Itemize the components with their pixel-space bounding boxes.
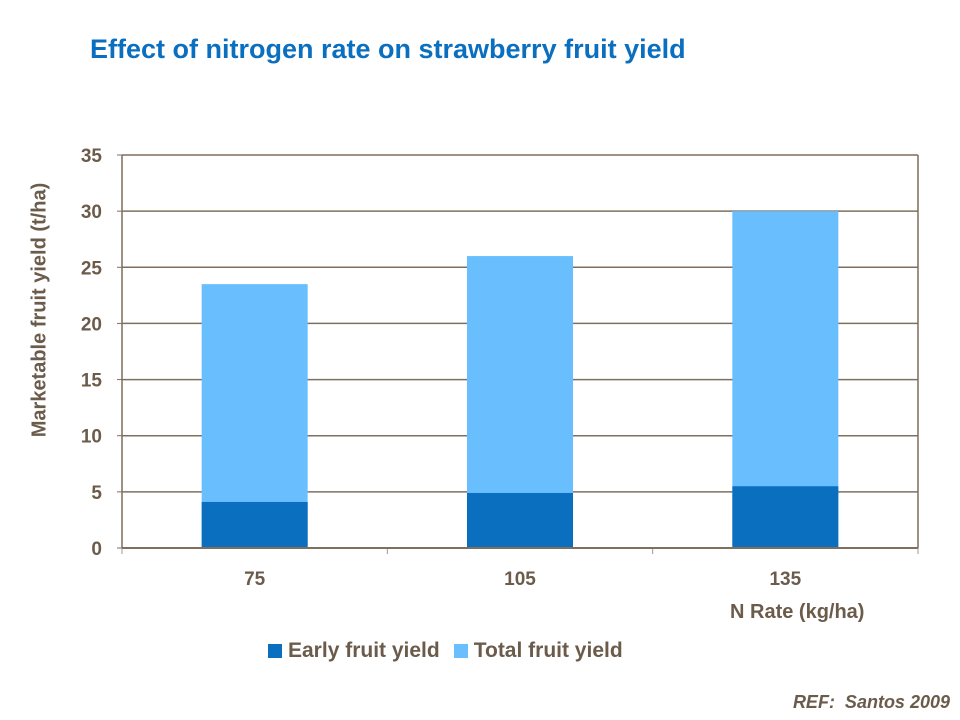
- y-tick-label: 5: [91, 483, 102, 504]
- x-axis-label: N Rate (kg/ha): [730, 601, 865, 623]
- bar-early-135: [732, 486, 839, 548]
- x-tick-label: 75: [244, 569, 266, 590]
- chart-title: Effect of nitrogen rate on strawberry fr…: [90, 34, 686, 64]
- x-tick-label: 105: [504, 569, 536, 590]
- bar-early-75: [201, 501, 308, 548]
- legend-item-early: Early fruit yield: [268, 639, 440, 663]
- legend: Early fruit yield Total fruit yield: [268, 639, 623, 663]
- y-tick-label: 30: [81, 202, 102, 223]
- y-axis-label: Marketable fruit yield (t/ha): [28, 182, 51, 438]
- y-tick-label: 35: [81, 146, 103, 167]
- bar-early-105: [467, 492, 573, 548]
- legend-label: Total fruit yield: [473, 639, 623, 662]
- legend-label: Early fruit yield: [288, 639, 440, 662]
- y-tick-label: 0: [91, 539, 102, 560]
- legend-swatch: [268, 644, 282, 658]
- legend-item-total: Total fruit yield: [453, 639, 623, 663]
- legend-swatch: [453, 644, 468, 658]
- y-tick-label: 20: [81, 314, 102, 335]
- y-tick-label: 10: [81, 427, 102, 448]
- y-tick-label: 15: [81, 371, 103, 392]
- y-tick-label: 25: [81, 258, 103, 279]
- x-tick-label: 135: [769, 569, 801, 590]
- reference: REF: Santos 2009: [792, 692, 950, 712]
